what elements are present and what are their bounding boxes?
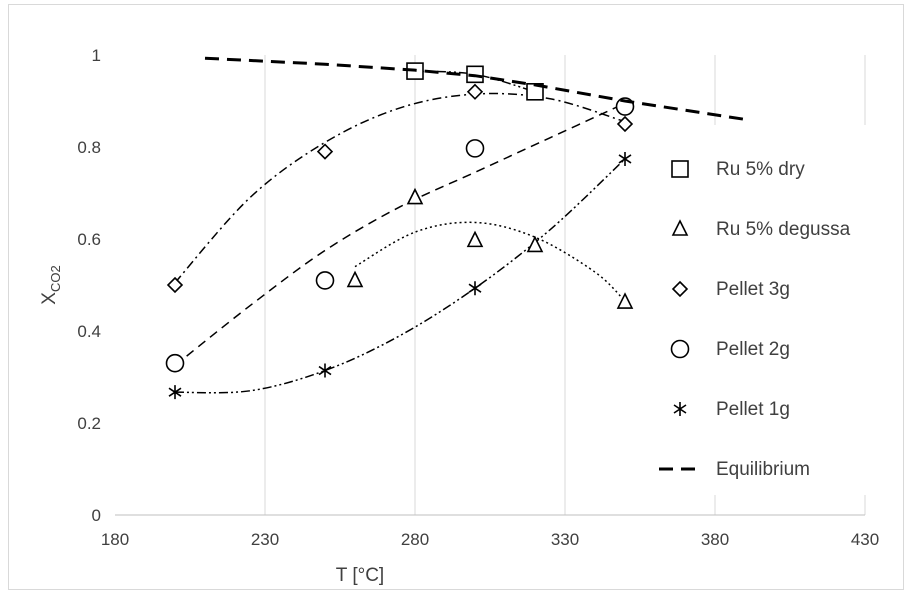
data-point-ru-5-degussa <box>346 270 364 288</box>
trend-line <box>174 92 626 284</box>
data-point-ru-5-degussa <box>406 187 424 205</box>
y-axis-label-subscript: CO2 <box>48 265 63 292</box>
legend-label: Ru 5% degussa <box>716 219 851 240</box>
legend-marker <box>671 280 689 298</box>
data-point-pellet-3g <box>166 276 184 294</box>
trend-line <box>354 221 626 302</box>
x-tick-label: 380 <box>701 530 729 549</box>
y-tick-label: 1 <box>92 46 101 65</box>
legend-background <box>647 125 885 495</box>
legend-marker <box>671 219 689 236</box>
data-point-ru-5-degussa <box>526 235 544 253</box>
legend-marker <box>673 402 687 416</box>
chart-legend: Ru 5% dry Ru 5% degussa Pellet 3g Pellet 2g… <box>659 159 851 480</box>
chart-svg: 180 230 280 330 380 430 0 0.2 0.4 0.6 0.8 1 Ru 5% d… <box>39 46 885 586</box>
y-tick-label: 0.6 <box>77 230 101 249</box>
trend-line <box>174 158 626 394</box>
x-axis-label: T [°C] <box>336 565 384 586</box>
chart-ticks: 180 230 280 330 380 430 0 0.2 0.4 0.6 0.8 1 <box>77 46 879 549</box>
data-point-pellet-1g <box>618 151 632 166</box>
data-point-pellet-2g <box>315 271 335 290</box>
legend-label: Equilibrium <box>716 459 810 480</box>
y-axis-label: XCO2 <box>39 265 63 304</box>
x-tick-label: 230 <box>251 530 279 549</box>
legend-label: Pellet 1g <box>716 399 790 420</box>
legend-label: Pellet 2g <box>716 339 790 360</box>
data-point-ru-5-degussa <box>616 292 634 309</box>
data-point-pellet-3g <box>316 143 334 160</box>
chart-series <box>165 56 746 400</box>
y-tick-label: 0.2 <box>77 414 101 433</box>
data-point-pellet-3g <box>466 83 484 100</box>
legend-label: Pellet 3g <box>716 279 790 300</box>
x-tick-label: 430 <box>851 530 879 549</box>
data-point-pellet-1g <box>318 363 332 378</box>
trend-line <box>174 102 626 367</box>
x-tick-label: 280 <box>401 530 429 549</box>
data-point-pellet-3g <box>616 115 634 133</box>
legend-marker <box>671 160 689 178</box>
x-tick-label: 180 <box>101 530 129 549</box>
y-tick-label: 0.8 <box>77 138 101 157</box>
series-line-equilibrium <box>204 56 746 121</box>
chart-trend-lines <box>174 70 626 394</box>
y-tick-label: 0.4 <box>77 322 101 341</box>
legend-label: Ru 5% dry <box>716 159 805 180</box>
data-point-ru-5-degussa <box>466 230 484 248</box>
chart-frame: 180 230 280 330 380 430 0 0.2 0.4 0.6 0.8 1 Ru 5% d… <box>8 4 904 590</box>
y-tick-label: 0 <box>92 506 101 525</box>
data-point-pellet-1g <box>168 385 182 400</box>
data-point-pellet-1g <box>468 281 482 296</box>
legend-marker <box>670 339 690 359</box>
data-point-pellet-2g <box>465 139 485 158</box>
data-point-pellet-2g <box>165 353 185 373</box>
x-tick-label: 330 <box>551 530 579 549</box>
